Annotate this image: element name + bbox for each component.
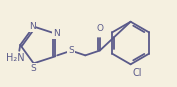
Text: N: N (29, 22, 36, 31)
Text: H₂N: H₂N (6, 53, 25, 63)
Text: Cl: Cl (133, 68, 142, 78)
Text: S: S (31, 64, 36, 73)
Text: S: S (68, 46, 74, 55)
Text: N: N (53, 29, 60, 38)
Text: O: O (96, 24, 103, 33)
